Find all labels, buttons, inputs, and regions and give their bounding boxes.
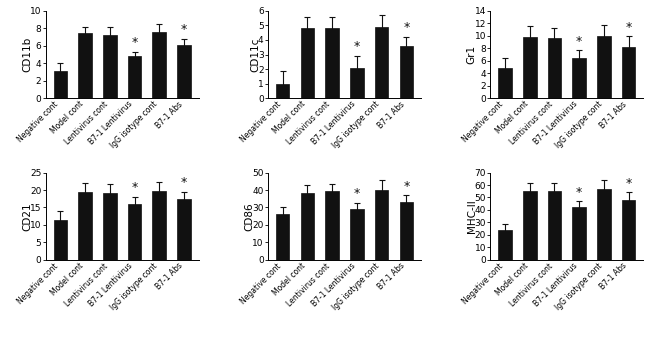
Text: *: * bbox=[403, 180, 410, 193]
Y-axis label: CD11c: CD11c bbox=[250, 37, 260, 72]
Text: *: * bbox=[625, 177, 632, 190]
Bar bbox=[300, 28, 314, 98]
Text: *: * bbox=[403, 21, 410, 34]
Bar bbox=[622, 200, 636, 260]
Bar bbox=[103, 193, 116, 260]
Text: *: * bbox=[354, 187, 360, 200]
Y-axis label: MHC-II: MHC-II bbox=[467, 199, 476, 233]
Bar bbox=[128, 204, 141, 260]
Bar bbox=[276, 84, 289, 98]
Text: *: * bbox=[576, 186, 582, 199]
Bar bbox=[523, 37, 536, 98]
Bar bbox=[375, 27, 389, 98]
Bar bbox=[53, 220, 67, 260]
Y-axis label: Gr1: Gr1 bbox=[467, 45, 476, 64]
Bar bbox=[523, 191, 536, 260]
Text: *: * bbox=[354, 40, 360, 53]
Text: *: * bbox=[131, 36, 138, 49]
Bar bbox=[548, 191, 561, 260]
Bar bbox=[622, 47, 636, 98]
Bar bbox=[78, 33, 92, 98]
Bar bbox=[375, 190, 389, 260]
Bar bbox=[326, 28, 339, 98]
Bar bbox=[350, 68, 363, 98]
Text: *: * bbox=[625, 21, 632, 34]
Text: *: * bbox=[131, 181, 138, 194]
Bar bbox=[498, 230, 512, 260]
Bar bbox=[153, 191, 166, 260]
Bar bbox=[597, 189, 611, 260]
Bar bbox=[177, 45, 191, 98]
Bar bbox=[597, 36, 611, 98]
Y-axis label: CD86: CD86 bbox=[244, 202, 254, 231]
Bar bbox=[128, 56, 141, 98]
Bar bbox=[573, 58, 586, 98]
Bar bbox=[276, 214, 289, 260]
Y-axis label: CD11b: CD11b bbox=[22, 37, 32, 72]
Bar bbox=[177, 199, 191, 260]
Bar bbox=[153, 32, 166, 98]
Bar bbox=[350, 209, 363, 260]
Bar bbox=[573, 208, 586, 260]
Bar bbox=[326, 191, 339, 260]
Bar bbox=[53, 71, 67, 98]
Text: *: * bbox=[181, 176, 187, 189]
Bar bbox=[498, 68, 512, 98]
Bar bbox=[548, 38, 561, 98]
Y-axis label: CD21: CD21 bbox=[22, 202, 32, 231]
Bar bbox=[400, 46, 413, 98]
Bar bbox=[300, 193, 314, 260]
Bar bbox=[103, 35, 116, 98]
Bar bbox=[400, 202, 413, 260]
Text: *: * bbox=[181, 23, 187, 36]
Bar bbox=[78, 192, 92, 260]
Text: *: * bbox=[576, 35, 582, 48]
